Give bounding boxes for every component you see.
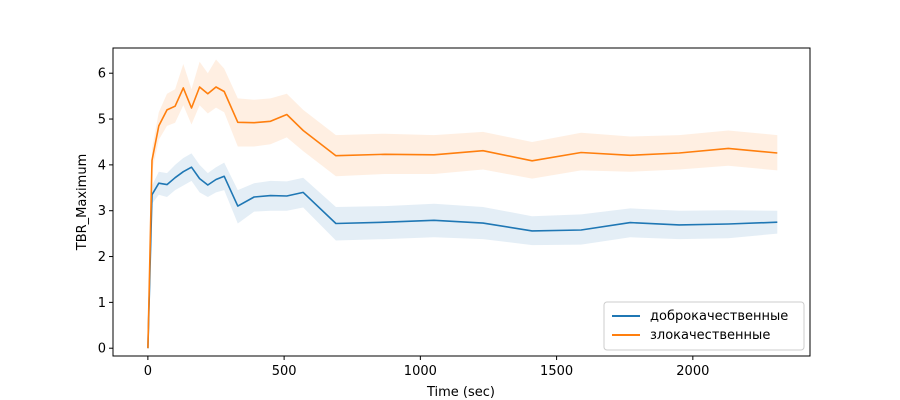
y-tick-label: 1 <box>98 296 106 311</box>
plot-frame <box>112 47 811 357</box>
y-axis-ticks: 0 1 2 3 4 5 6 <box>98 67 113 357</box>
series-line-0 <box>147 166 778 349</box>
y-tick-label: 0 <box>98 342 106 357</box>
x-tick-label: 1500 <box>540 364 573 379</box>
series-line-1 <box>147 86 778 349</box>
legend-label-malignant: злокачественные <box>650 328 770 343</box>
x-tick-label: 2000 <box>676 364 709 379</box>
confidence-band-0 <box>147 153 778 349</box>
legend-box <box>603 301 805 351</box>
y-tick-label: 6 <box>98 67 106 82</box>
y-tick-label: 3 <box>98 204 106 219</box>
y-tick-label: 4 <box>98 158 106 173</box>
x-tick-label: 0 <box>144 364 152 379</box>
y-tick-label: 2 <box>98 250 106 265</box>
legend: доброкачественные злокачественные <box>603 301 805 351</box>
y-axis-label: TBR_Maximum <box>75 154 90 251</box>
y-tick-label: 5 <box>98 113 106 128</box>
x-tick-label: 1000 <box>404 364 437 379</box>
x-tick-label: 500 <box>272 364 297 379</box>
legend-label-benign: доброкачественные <box>650 309 788 324</box>
x-axis-label: Time (sec) <box>426 385 495 400</box>
x-axis-ticks: 0 500 1000 1500 2000 <box>144 356 709 379</box>
series-lines <box>147 86 778 349</box>
